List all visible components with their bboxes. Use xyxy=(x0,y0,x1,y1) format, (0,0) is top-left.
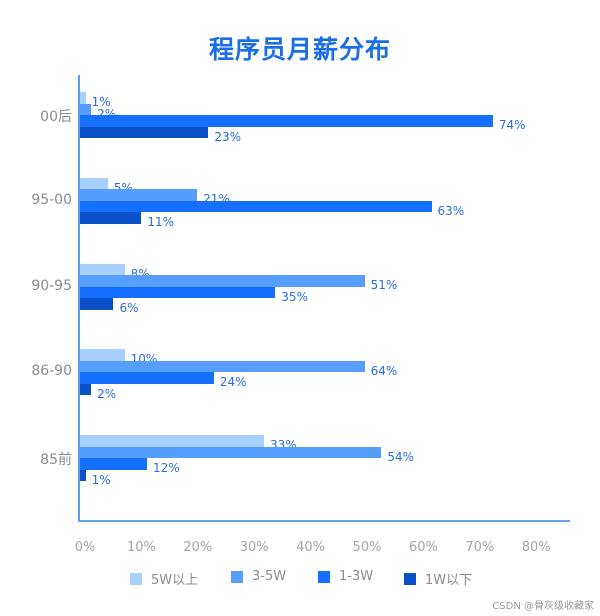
x-tick-label: 50% xyxy=(352,540,382,555)
category-label: 86-90 xyxy=(31,363,72,380)
bar-value-label: 11% xyxy=(147,215,175,230)
legend-swatch xyxy=(231,570,243,583)
bar-value-label: 64% xyxy=(370,363,398,378)
legend-swatch xyxy=(318,570,330,583)
bar-value-label: 23% xyxy=(214,129,241,144)
bar-value-label: 54% xyxy=(387,449,414,464)
bar xyxy=(80,469,86,482)
x-tick-label: 40% xyxy=(296,540,326,555)
x-tick-label: 80% xyxy=(521,540,551,555)
bar-value-label: 51% xyxy=(370,278,398,293)
bar xyxy=(80,189,198,201)
legend-item: 3-5W xyxy=(231,569,286,584)
bar-value-label: 35% xyxy=(281,289,308,304)
bar-value-label: 1% xyxy=(91,95,111,109)
bar xyxy=(80,212,142,224)
bar xyxy=(80,435,265,447)
chart-title: 程序员月薪分布 xyxy=(208,35,391,64)
legend-label: 3-5W xyxy=(252,569,287,584)
bar xyxy=(80,349,125,361)
legend-item: 5W以上 xyxy=(130,569,198,588)
bar xyxy=(80,263,125,276)
bar xyxy=(80,298,114,310)
bar-value-label: 2% xyxy=(97,386,117,401)
bar-value-label: 63% xyxy=(437,203,465,218)
x-tick-label: 60% xyxy=(408,540,438,555)
bar xyxy=(80,286,276,299)
x-tick-label: 20% xyxy=(183,540,213,555)
x-tick-label: 0% xyxy=(74,540,96,555)
bar xyxy=(80,458,147,470)
bar-value-label: 6% xyxy=(119,301,139,316)
bar xyxy=(80,115,493,127)
legend-label: 1-3W xyxy=(339,569,374,584)
x-tick-label: 10% xyxy=(126,540,156,555)
bar-value-label: 12% xyxy=(152,461,180,476)
category-label: 90-95 xyxy=(31,277,72,294)
x-axis-line xyxy=(78,520,570,522)
bar-value-label: 1% xyxy=(91,472,111,487)
x-tick-label: 30% xyxy=(239,540,269,555)
bar xyxy=(80,126,209,138)
y-axis-line xyxy=(78,75,80,522)
category-label: 00后 xyxy=(40,109,72,125)
bar xyxy=(80,372,214,384)
watermark: CSDN @骨灰级收藏家 xyxy=(492,601,594,612)
bar xyxy=(80,103,92,115)
bar xyxy=(80,200,432,213)
bar xyxy=(80,177,108,190)
category-label: 85前 xyxy=(40,452,72,469)
legend-swatch xyxy=(404,572,416,585)
legend-swatch xyxy=(130,572,142,585)
legend: 5W以上 3-5W 1-3W 1W以下 xyxy=(0,569,600,589)
bar xyxy=(80,383,92,396)
x-tick-label: 70% xyxy=(465,540,495,555)
category-label: 95-00 xyxy=(31,191,72,208)
bar xyxy=(80,360,365,373)
legend-item: 1W以下 xyxy=(404,569,472,588)
bar-value-label: 74% xyxy=(498,118,526,132)
bar xyxy=(80,275,365,287)
legend-label: 1W以下 xyxy=(425,573,473,588)
bar xyxy=(80,446,382,459)
bar-value-label: 24% xyxy=(219,375,247,390)
legend-label: 5W以上 xyxy=(151,573,199,588)
bar xyxy=(80,92,86,104)
legend-item: 1-3W xyxy=(318,569,373,584)
